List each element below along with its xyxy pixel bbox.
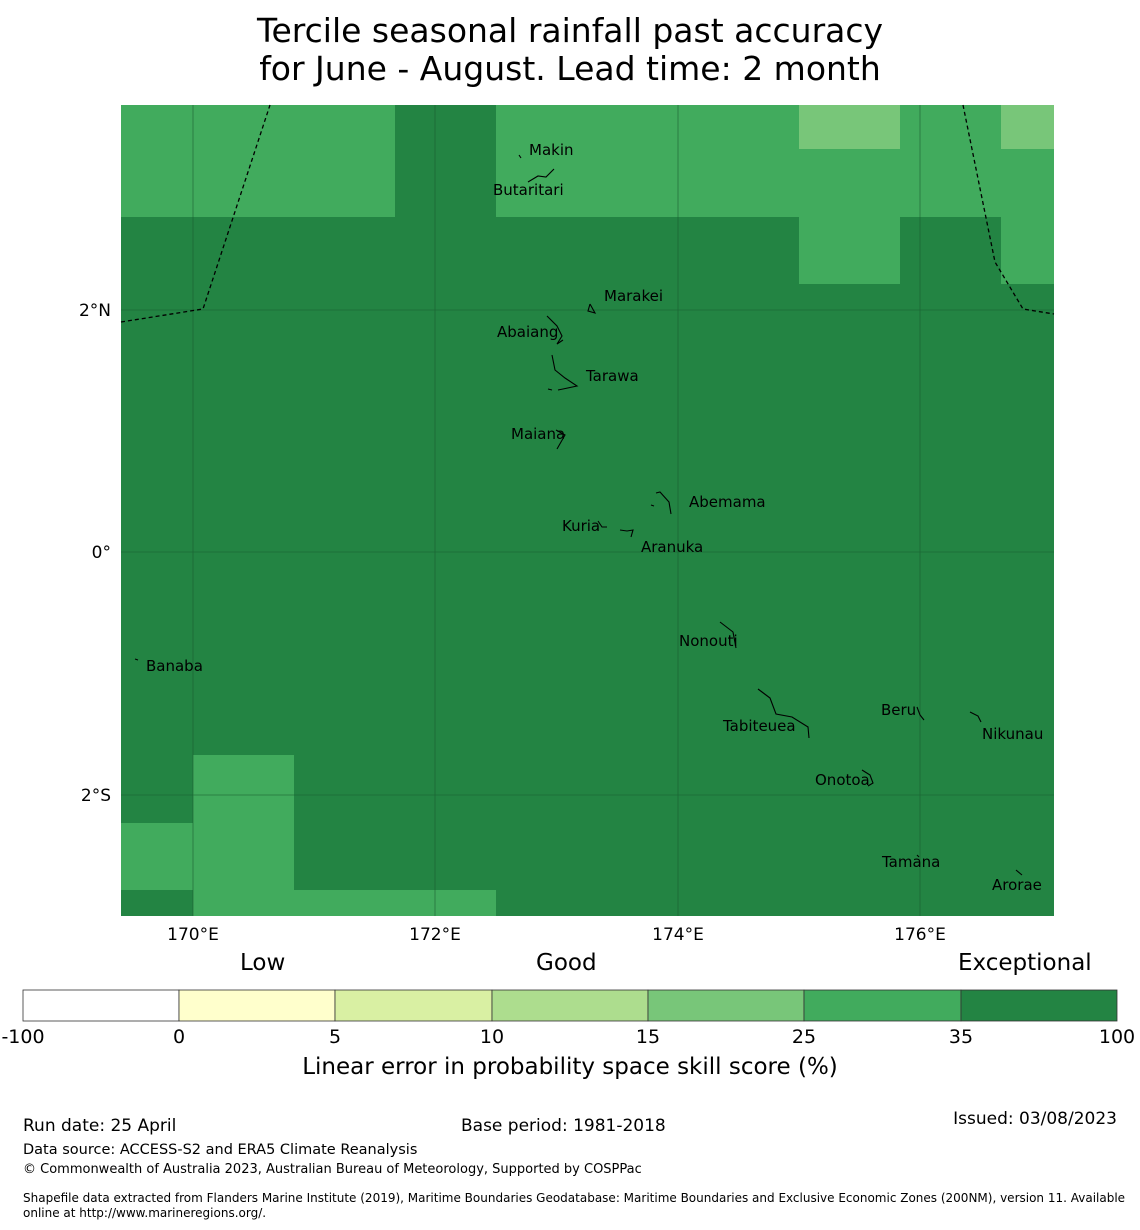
shapefile-attribution-text: Shapefile data extracted from Flanders M… xyxy=(23,1191,1126,1220)
island-label-butaritari: Butaritari xyxy=(493,181,564,199)
island-labels: Makin Butaritari Marakei Abaiang Tarawa … xyxy=(146,141,1043,894)
map-cell-good-top-right xyxy=(799,217,900,284)
map-gridlines xyxy=(121,105,1054,916)
map-title-line-2: for June - August. Lead time: 2 month xyxy=(259,49,881,88)
island-label-nikunau: Nikunau xyxy=(982,725,1043,743)
island-label-kuria: Kuria xyxy=(562,517,600,535)
colorbar-swatch-6 xyxy=(803,989,962,1022)
colorbar-swatch-1 xyxy=(22,989,180,1022)
map-cell-good-bottom-2 xyxy=(121,823,193,890)
map-cell-moderate-1 xyxy=(799,105,900,149)
colorbar-tick: 5 xyxy=(329,1026,341,1047)
island-label-abemama: Abemama xyxy=(689,493,766,511)
map-title-line-1: Tercile seasonal rainfall past accuracy xyxy=(256,11,884,50)
base-period-text: Base period: 1981-2018 xyxy=(461,1116,666,1136)
x-tick-176e: 176°E xyxy=(894,925,946,945)
island-label-tamana: Tamana xyxy=(881,853,940,871)
category-good-label: Good xyxy=(536,950,597,976)
y-tick-2n: 2°N xyxy=(79,301,111,321)
colorbar-label: Linear error in probability space skill … xyxy=(302,1054,838,1080)
colorbar-swatch-3 xyxy=(334,989,493,1022)
eez-boundary-lines xyxy=(120,104,1055,323)
map-cell-good-top-right-2 xyxy=(900,105,1001,217)
y-tick-0: 0° xyxy=(92,543,111,563)
colorbar-tick: 15 xyxy=(636,1026,660,1047)
colorbar-tick: 35 xyxy=(949,1026,973,1047)
category-exceptional-label: Exceptional xyxy=(958,950,1092,976)
map-cell-good-bottom-1 xyxy=(193,755,294,916)
colorbar-ticks: -100 0 5 10 15 25 35 100 xyxy=(1,1026,1135,1047)
y-axis-ticks: 2°N 0° 2°S xyxy=(79,301,111,806)
island-label-aranuka: Aranuka xyxy=(641,538,703,556)
colorbar-tick: 100 xyxy=(1099,1026,1135,1047)
category-low-label: Low xyxy=(240,950,286,976)
colorbar-swatch-7 xyxy=(960,989,1118,1022)
island-outlines xyxy=(134,154,1023,876)
island-label-onotoa: Onotoa xyxy=(815,771,870,789)
issued-date-text: Issued: 03/08/2023 xyxy=(953,1109,1117,1129)
y-tick-2s: 2°S xyxy=(81,786,111,806)
colorbar-tick: -100 xyxy=(1,1026,44,1047)
colorbar-swatches xyxy=(22,989,1118,1022)
island-label-marakei: Marakei xyxy=(604,287,663,305)
map-cell-good-bottom-3 xyxy=(294,890,496,916)
island-label-nonouti: Nonouti xyxy=(679,632,738,650)
island-label-arorae: Arorae xyxy=(992,876,1042,894)
data-source-text: Data source: ACCESS-S2 and ERA5 Climate … xyxy=(23,1142,418,1158)
colorbar: -100 0 5 10 15 25 35 100 xyxy=(1,989,1135,1047)
island-label-beru: Beru xyxy=(881,701,916,719)
colorbar-tick: 10 xyxy=(480,1026,504,1047)
colorbar-swatch-4 xyxy=(491,989,649,1022)
colorbar-tick: 25 xyxy=(792,1026,816,1047)
map-cell-good-top-left xyxy=(121,105,395,217)
colorbar-swatch-2 xyxy=(178,989,336,1022)
x-tick-172e: 172°E xyxy=(409,925,461,945)
island-label-maiana: Maiana xyxy=(511,425,565,443)
x-axis-ticks: 170°E 172°E 174°E 176°E xyxy=(167,925,946,945)
colorbar-tick: 0 xyxy=(173,1026,185,1047)
skill-score-map: Makin Butaritari Marakei Abaiang Tarawa … xyxy=(79,104,1055,945)
x-tick-170e: 170°E xyxy=(167,925,219,945)
x-tick-174e: 174°E xyxy=(652,925,704,945)
island-label-tabiteuea: Tabiteuea xyxy=(722,717,796,735)
island-label-banaba: Banaba xyxy=(146,657,203,675)
colorbar-swatch-5 xyxy=(647,989,805,1022)
copyright-text: © Commonwealth of Australia 2023, Austra… xyxy=(23,1162,642,1177)
island-label-abaiang: Abaiang xyxy=(497,323,558,341)
map-cell-moderate-2 xyxy=(1001,105,1054,149)
run-date-text: Run date: 25 April xyxy=(23,1116,177,1136)
island-label-tarawa: Tarawa xyxy=(585,367,639,385)
island-label-makin: Makin xyxy=(529,141,574,159)
